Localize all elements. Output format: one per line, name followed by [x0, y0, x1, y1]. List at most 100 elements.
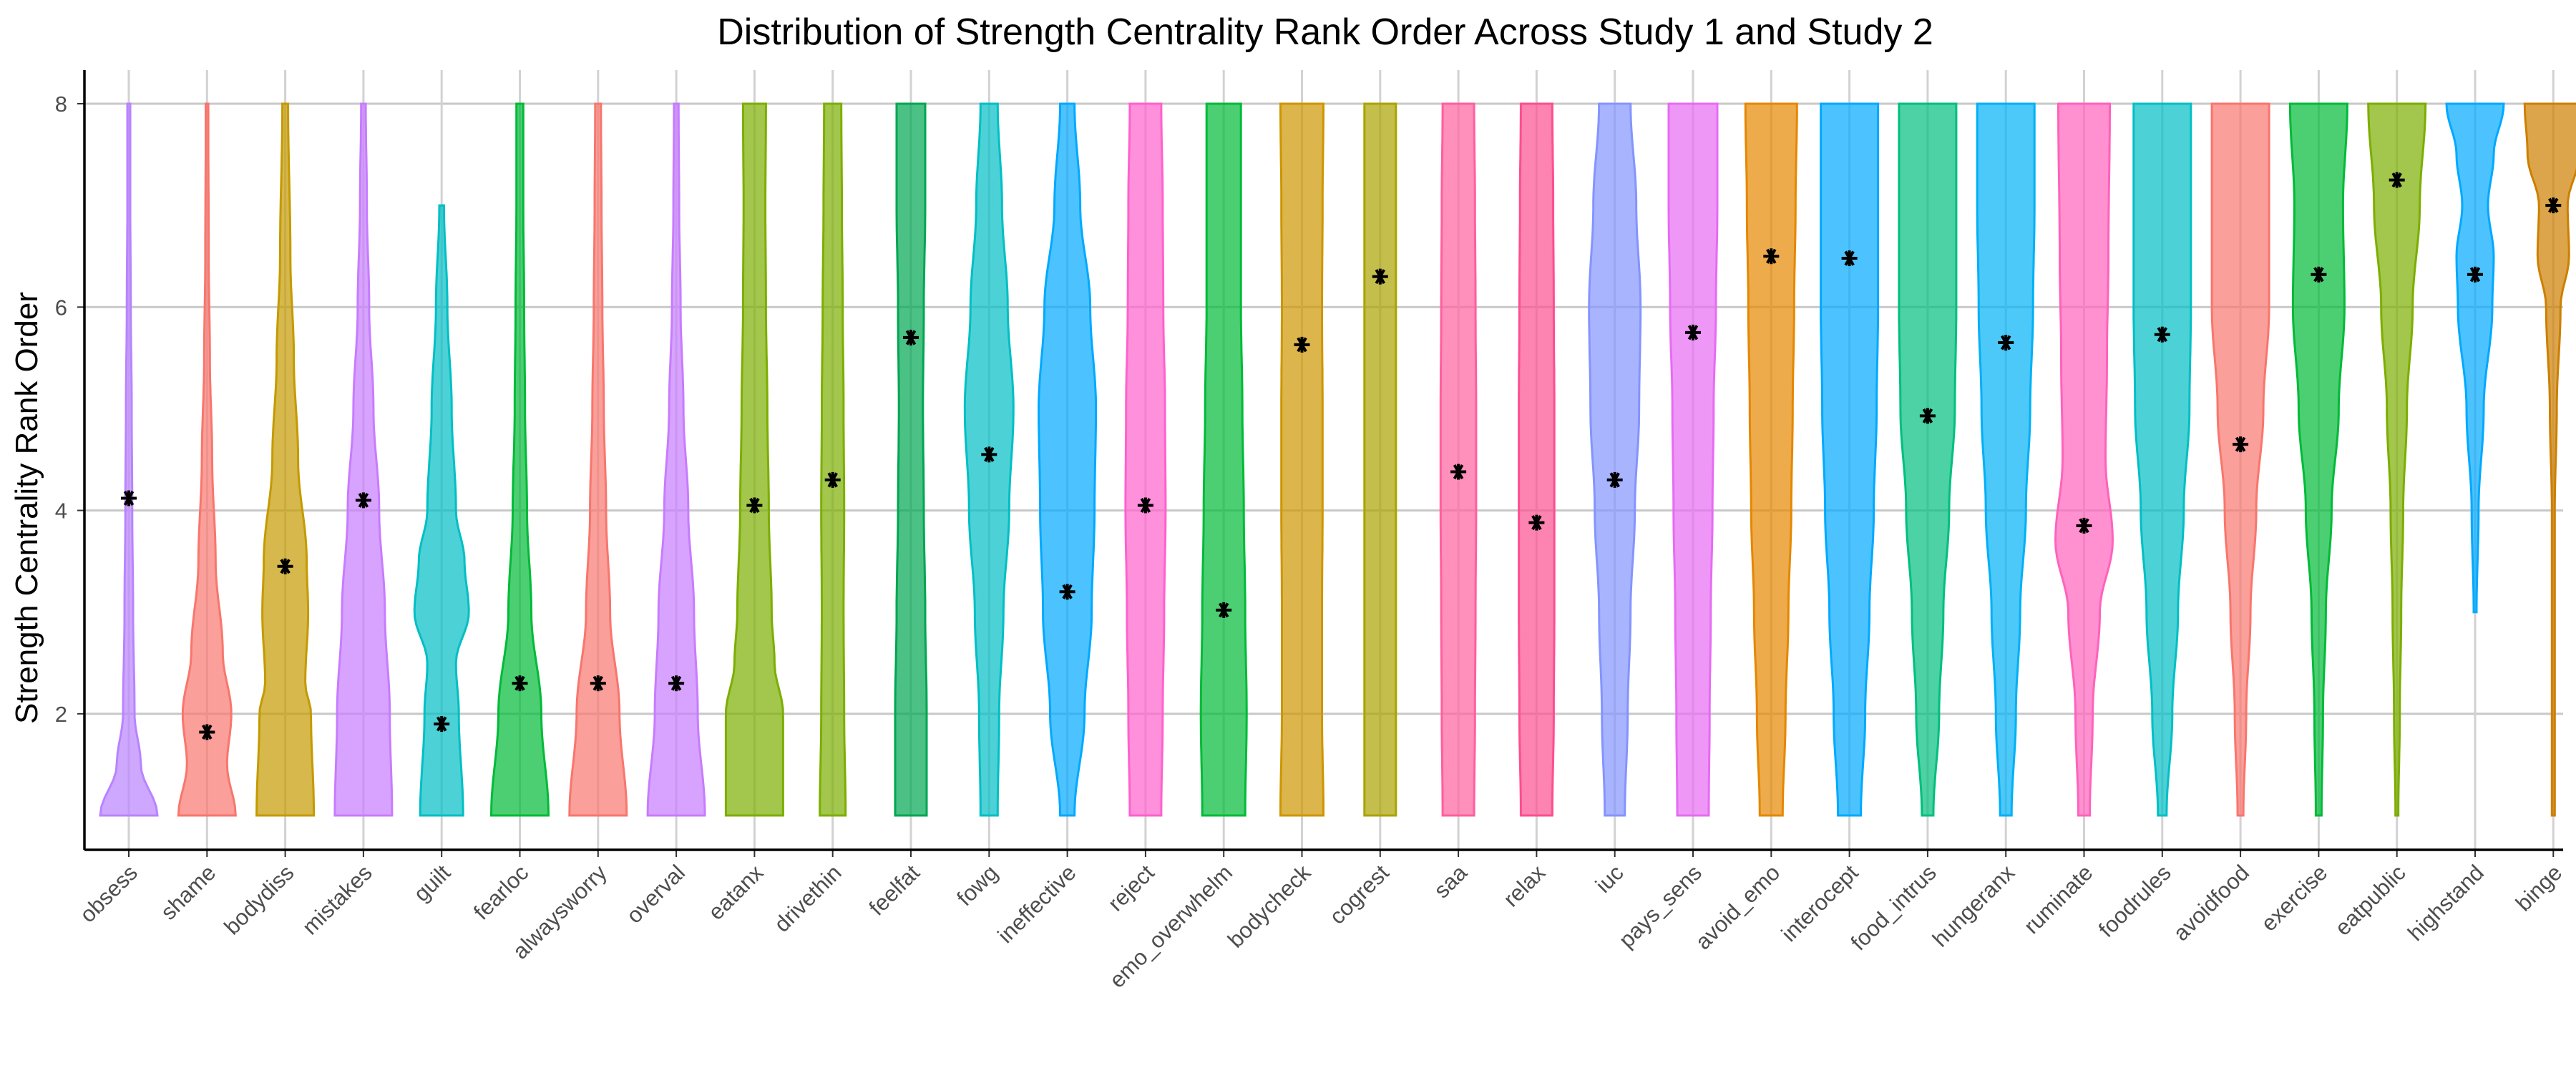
violin-avoidfood: [2210, 102, 2270, 817]
mean-marker-exercise: [2311, 266, 2327, 283]
x-tick-label: hungeranx: [1928, 860, 2020, 952]
mean-marker-overval: [668, 675, 685, 692]
violin-drivethin: [819, 102, 847, 817]
x-tick-label: avoidfood: [2168, 860, 2254, 946]
violin-ineffective: [1038, 102, 1098, 817]
x-tick-label: exercise: [2256, 860, 2332, 936]
mean-marker-saa: [1450, 464, 1467, 480]
x-tick-label: obsess: [75, 860, 142, 927]
mean-marker-eatanx: [746, 497, 763, 514]
x-tick-label: drivethin: [769, 860, 847, 937]
mean-marker-bodycheck: [1294, 336, 1310, 353]
mean-marker-food_intrus: [1919, 408, 1936, 424]
mean-marker-obsess: [121, 490, 137, 506]
mean-marker-relax: [1528, 514, 1545, 531]
violin-saa: [1439, 102, 1478, 817]
x-tick-label: cogrest: [1324, 860, 1394, 929]
violin-overval: [646, 102, 706, 817]
violin-exercise: [2288, 102, 2348, 817]
violin-interocept: [1820, 102, 1880, 817]
violin-emo_overwhelm: [1199, 102, 1248, 817]
chart-title: Distribution of Strength Centrality Rank…: [717, 11, 1933, 53]
violin-eatpublic: [2367, 102, 2427, 817]
x-tick-label: guilt: [409, 860, 455, 906]
x-tick-label: relax: [1498, 860, 1551, 912]
x-tick-label: fowg: [952, 860, 1002, 911]
mean-marker-interocept: [1841, 250, 1858, 267]
violin-shame: [177, 102, 237, 817]
violin-avoid_emo: [1744, 102, 1798, 817]
violins: [99, 102, 2576, 817]
x-tick-label: bodydiss: [219, 860, 298, 939]
violin-highstand: [2445, 102, 2505, 614]
mean-marker-bodydiss: [277, 558, 293, 574]
x-tick-label: binge: [2511, 860, 2567, 916]
mean-marker-iuc: [1606, 471, 1623, 488]
violin-feelfat: [894, 102, 928, 817]
x-tick-label: reject: [1103, 860, 1159, 916]
x-tick-label: ruminate: [2019, 860, 2097, 939]
mean-marker-avoid_emo: [1763, 248, 1780, 265]
violin-bodydiss: [255, 102, 316, 817]
x-tick-label: shame: [156, 860, 221, 925]
axes: [77, 70, 2563, 857]
violin-iuc: [1588, 102, 1642, 817]
violin-guilt: [413, 204, 470, 817]
x-tick-label: highstand: [2403, 860, 2489, 946]
violin-pays_sens: [1667, 102, 1719, 817]
violin-eatanx: [724, 102, 784, 817]
y-tick-label: 8: [55, 92, 67, 117]
mean-marker-ineffective: [1059, 584, 1075, 600]
x-tick-label: saa: [1429, 860, 1473, 903]
mean-marker-guilt: [434, 716, 450, 733]
violin-obsess: [99, 102, 159, 817]
violin-relax: [1518, 102, 1556, 817]
x-tick-label: mistakes: [298, 860, 377, 939]
x-tick-label: eatpublic: [2330, 860, 2410, 940]
x-tick-label: bodycheck: [1223, 860, 1316, 953]
mean-marker-cogrest: [1372, 268, 1388, 285]
mean-marker-drivethin: [824, 471, 841, 488]
y-tick-label: 4: [55, 499, 67, 524]
mean-marker-eatpublic: [2389, 172, 2405, 188]
mean-marker-avoidfood: [2233, 436, 2249, 453]
x-tick-label: feelfat: [864, 860, 924, 921]
x-tick-label: foodrules: [2094, 860, 2176, 942]
x-tick-label: food_intrus: [1846, 860, 1941, 955]
x-tick-label: fearloc: [469, 860, 534, 925]
y-tick-label: 6: [55, 295, 67, 320]
violin-hungeranx: [1976, 102, 2036, 817]
violin-alwaysworry: [568, 102, 628, 817]
mean-marker-highstand: [2467, 266, 2483, 283]
x-tick-label: iuc: [1591, 860, 1629, 898]
violin-binge: [2523, 102, 2576, 817]
mean-marker-fearloc: [512, 675, 528, 692]
mean-marker-feelfat: [903, 329, 919, 346]
y-tick-label: 2: [55, 702, 67, 727]
y-axis-label: Strength Centrality Rank Order: [9, 292, 44, 724]
violin-foodrules: [2132, 102, 2192, 817]
mean-marker-foodrules: [2154, 326, 2170, 343]
mean-marker-hungeranx: [1998, 335, 2014, 351]
violin-ruminate: [2054, 102, 2114, 817]
violin-reject: [1124, 102, 1167, 817]
violin-food_intrus: [1898, 102, 1958, 817]
violin-cogrest: [1363, 102, 1397, 817]
mean-marker-reject: [1137, 497, 1153, 514]
mean-marker-ruminate: [2076, 517, 2092, 534]
violin-bodycheck: [1279, 102, 1324, 817]
mean-marker-pays_sens: [1685, 324, 1701, 340]
mean-marker-fowg: [981, 446, 997, 463]
mean-marker-emo_overwhelm: [1216, 602, 1232, 618]
x-tick-label: avoid_emo: [1690, 860, 1785, 954]
x-tick-label: ineffective: [993, 860, 1081, 948]
mean-marker-mistakes: [355, 492, 371, 509]
violin-mistakes: [333, 102, 394, 817]
x-tick-label: overval: [622, 860, 690, 928]
mean-marker-alwaysworry: [590, 675, 606, 692]
mean-marker-shame: [199, 724, 215, 740]
mean-marker-binge: [2545, 197, 2562, 214]
violin-fearloc: [489, 102, 550, 817]
x-tick-label: eatanx: [703, 860, 769, 925]
